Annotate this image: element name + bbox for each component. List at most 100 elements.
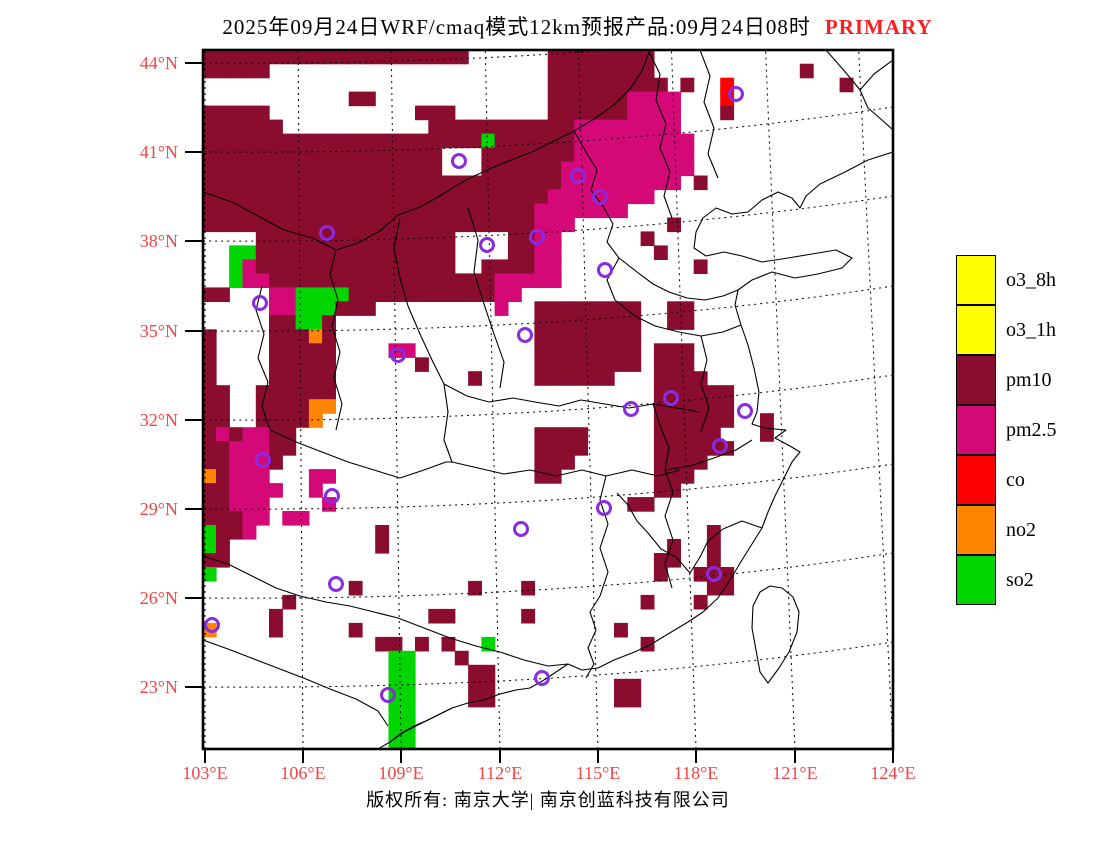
pollutant-cell <box>614 678 628 694</box>
pollutant-cell <box>587 203 602 219</box>
pollutant-cell <box>600 343 615 358</box>
pollutant-cell <box>335 189 350 205</box>
pollutant-cell <box>308 161 323 177</box>
pollutant-cell <box>308 315 323 330</box>
pollutant-cell <box>640 594 655 610</box>
pollutant-cell <box>468 273 482 288</box>
pollutant-cell <box>295 329 310 344</box>
pollutant-cell <box>481 259 496 274</box>
pollutant-cell <box>428 133 443 149</box>
pollutant-cell <box>507 161 522 177</box>
pollutant-cell <box>322 189 336 205</box>
pollutant-cell <box>667 175 681 191</box>
pollutant-cell <box>255 189 270 205</box>
pollutant-cell <box>216 441 230 456</box>
pollutant-cell <box>521 259 536 274</box>
pollutant-cell <box>561 315 575 330</box>
pollutant-cell <box>667 371 681 386</box>
pollutant-cell <box>375 50 390 65</box>
pollutant-cell <box>415 273 429 288</box>
pollutant-cell <box>242 63 257 79</box>
lat-axis-label: 29°N <box>140 499 178 519</box>
pollutant-cell <box>216 161 230 177</box>
boundary-line <box>618 257 739 301</box>
pollutant-cell <box>203 147 217 163</box>
pollutant-cell <box>481 133 496 149</box>
pollutant-cell <box>507 217 522 233</box>
boundary-line <box>664 491 674 589</box>
pollutant-cell <box>361 203 376 219</box>
pollutant-cell <box>680 147 695 163</box>
pollutant-cell <box>614 119 628 135</box>
pollutant-cell <box>203 441 217 456</box>
pollutant-cell <box>614 343 628 358</box>
pollutant-cell <box>308 371 323 386</box>
pollutant-cell <box>428 105 443 121</box>
pollutant-cell <box>494 203 509 219</box>
pollutant-cell <box>547 245 562 260</box>
pollutant-cell <box>269 273 283 288</box>
pollutant-cell <box>428 147 443 163</box>
pollutant-cell <box>693 441 708 456</box>
pollutant-cell <box>375 287 390 302</box>
pollutant-cell <box>574 343 589 358</box>
pollutant-cell <box>216 497 230 512</box>
pollutant-cell <box>375 245 390 260</box>
pollutant-cell <box>468 119 482 135</box>
lon-axis-label: 112°E <box>478 763 523 783</box>
page-title: 2025年09月24日WRF/cmaq模式12km预报产品:09月24日08时 P… <box>55 11 1100 41</box>
longitude-gridline <box>390 50 402 749</box>
pollutant-cell <box>481 273 496 288</box>
pollutant-cell <box>680 441 695 456</box>
boundary-line <box>203 639 389 727</box>
pollutant-cell <box>706 525 721 540</box>
legend-item: no2 <box>956 504 1057 555</box>
pollutant-cell <box>282 133 297 149</box>
pollutant-cell <box>627 161 642 177</box>
pollutant-cell <box>401 734 416 749</box>
lat-axis-label: 38°N <box>140 231 178 251</box>
pollutant-cell <box>308 203 323 219</box>
pollutant-cell <box>295 245 310 260</box>
pollutant-cell <box>640 105 655 121</box>
pollutant-cell <box>216 483 230 498</box>
latitude-gridline <box>203 374 893 421</box>
pollutant-cell <box>640 175 655 191</box>
pollutant-cell <box>242 427 257 442</box>
pollutant-cell <box>415 231 429 246</box>
pollutant-cell <box>295 189 310 205</box>
pollutant-cell <box>255 175 270 191</box>
pollutant-cell <box>547 273 562 288</box>
legend-color-swatch <box>956 404 996 455</box>
pollutant-cell <box>229 469 244 484</box>
pollutant-cell <box>415 189 429 205</box>
pollutant-cell <box>454 287 469 302</box>
pollutant-cell <box>308 217 323 233</box>
pollutant-cell <box>441 245 456 260</box>
pollutant-cell <box>308 385 323 400</box>
pollutant-cell <box>401 245 416 260</box>
pollutant-cell <box>203 427 217 442</box>
boundary-line <box>606 257 742 337</box>
pollutant-cell <box>401 133 416 149</box>
pollutant-cell <box>229 161 244 177</box>
legend-color-swatch <box>956 454 996 505</box>
pollutant-cell <box>428 175 443 191</box>
pollutant-cell <box>799 63 814 79</box>
pollutant-cell <box>203 105 217 121</box>
pollutant-cell <box>693 175 708 191</box>
pollutant-cell <box>375 231 390 246</box>
pollutant-cell <box>242 259 257 274</box>
pollutant-cell <box>335 133 350 149</box>
pollutant-cell <box>269 147 283 163</box>
pollutant-cell <box>561 91 575 107</box>
boundary-line <box>652 403 674 493</box>
pollutant-cell <box>282 231 297 246</box>
pollutant-cell <box>269 203 283 219</box>
pollutant-cell <box>308 399 323 414</box>
pollutant-cell <box>693 259 708 274</box>
pollutant-cell <box>468 189 482 205</box>
pollutant-cell <box>269 622 283 638</box>
pollutant-cell <box>468 664 482 680</box>
pollutant-cell <box>667 119 681 135</box>
